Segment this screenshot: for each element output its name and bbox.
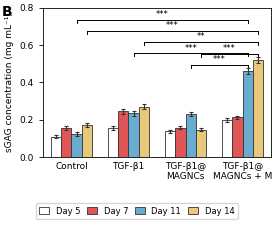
Bar [128, 113, 139, 157]
Bar [139, 107, 149, 157]
Text: ***: *** [184, 44, 197, 53]
Bar [165, 131, 175, 157]
Bar [196, 130, 206, 157]
Bar [253, 60, 263, 157]
Bar [71, 134, 82, 157]
Bar [175, 128, 185, 157]
Text: ***: *** [166, 21, 179, 30]
Text: ***: *** [156, 10, 168, 19]
Bar [222, 120, 232, 157]
Bar [51, 137, 61, 157]
Text: **: ** [197, 32, 205, 41]
Bar [108, 128, 118, 157]
Bar [185, 114, 196, 157]
Bar [243, 71, 253, 157]
Bar [232, 117, 243, 157]
Bar [118, 111, 128, 157]
Text: ***: *** [223, 45, 236, 54]
Bar [61, 128, 71, 157]
Text: B: B [2, 5, 13, 19]
Legend: Day 5, Day 7, Day 11, Day 14: Day 5, Day 7, Day 11, Day 14 [36, 203, 238, 219]
Y-axis label: sGAG concentration (mg mL⁻¹): sGAG concentration (mg mL⁻¹) [5, 12, 14, 152]
Bar [82, 125, 92, 157]
Text: ***: *** [213, 55, 225, 64]
